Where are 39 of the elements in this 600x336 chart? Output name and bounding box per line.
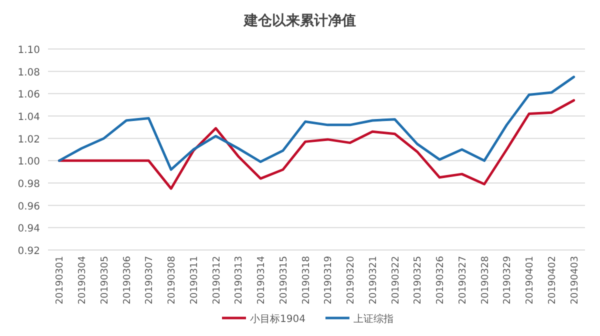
x-tick-label: 20190402 bbox=[546, 256, 558, 304]
x-tick-label: 20190327 bbox=[457, 256, 468, 304]
x-tick-label: 20190329 bbox=[502, 256, 514, 304]
x-tick-label: 20190312 bbox=[211, 256, 222, 304]
legend-label: 上证综指 bbox=[353, 313, 394, 325]
x-tick-label: 20190305 bbox=[99, 256, 110, 304]
y-tick-label: 1.02 bbox=[18, 134, 40, 146]
x-tick-label: 20190313 bbox=[234, 256, 245, 304]
x-tick-label: 20190322 bbox=[390, 256, 402, 304]
x-tick-label: 20190328 bbox=[480, 256, 491, 304]
x-tick-label: 20190314 bbox=[256, 256, 268, 304]
line-series bbox=[58, 76, 576, 171]
y-tick-label: 0.94 bbox=[18, 224, 40, 235]
y-tick-label: 1.08 bbox=[18, 67, 40, 78]
y-tick-label: 0.96 bbox=[18, 201, 40, 212]
x-tick-label: 20190318 bbox=[300, 256, 312, 304]
x-tick-label: 20190301 bbox=[54, 256, 66, 304]
line-series bbox=[58, 99, 576, 190]
x-tick-label: 20190319 bbox=[323, 256, 334, 304]
y-tick-label: 1.00 bbox=[18, 156, 40, 168]
y-tick-label: 0.92 bbox=[18, 246, 40, 257]
legend-label: 小目标1904 bbox=[250, 313, 306, 325]
x-tick-label: 20190308 bbox=[166, 256, 178, 304]
x-tick-label: 20190325 bbox=[412, 256, 424, 304]
x-tick-label: 20190401 bbox=[524, 256, 536, 304]
y-tick-label: 1.04 bbox=[18, 112, 40, 123]
x-tick-label: 20190307 bbox=[144, 256, 156, 304]
x-tick-label: 20190304 bbox=[77, 256, 88, 304]
x-tick-label: 20190326 bbox=[435, 256, 446, 304]
x-tick-label: 20190315 bbox=[278, 256, 290, 304]
x-tick-label: 20190311 bbox=[188, 256, 200, 304]
y-tick-label: 0.98 bbox=[18, 179, 40, 190]
x-tick-label: 20190306 bbox=[122, 256, 133, 304]
chart-title: 建仓以来累计净值 bbox=[243, 13, 356, 29]
x-tick-label: 20190321 bbox=[368, 256, 379, 304]
y-tick-label: 1.06 bbox=[18, 90, 40, 101]
x-tick-label: 20190320 bbox=[346, 256, 357, 304]
y-tick-label: 1.10 bbox=[18, 45, 40, 56]
x-tick-label: 20190403 bbox=[569, 256, 580, 304]
